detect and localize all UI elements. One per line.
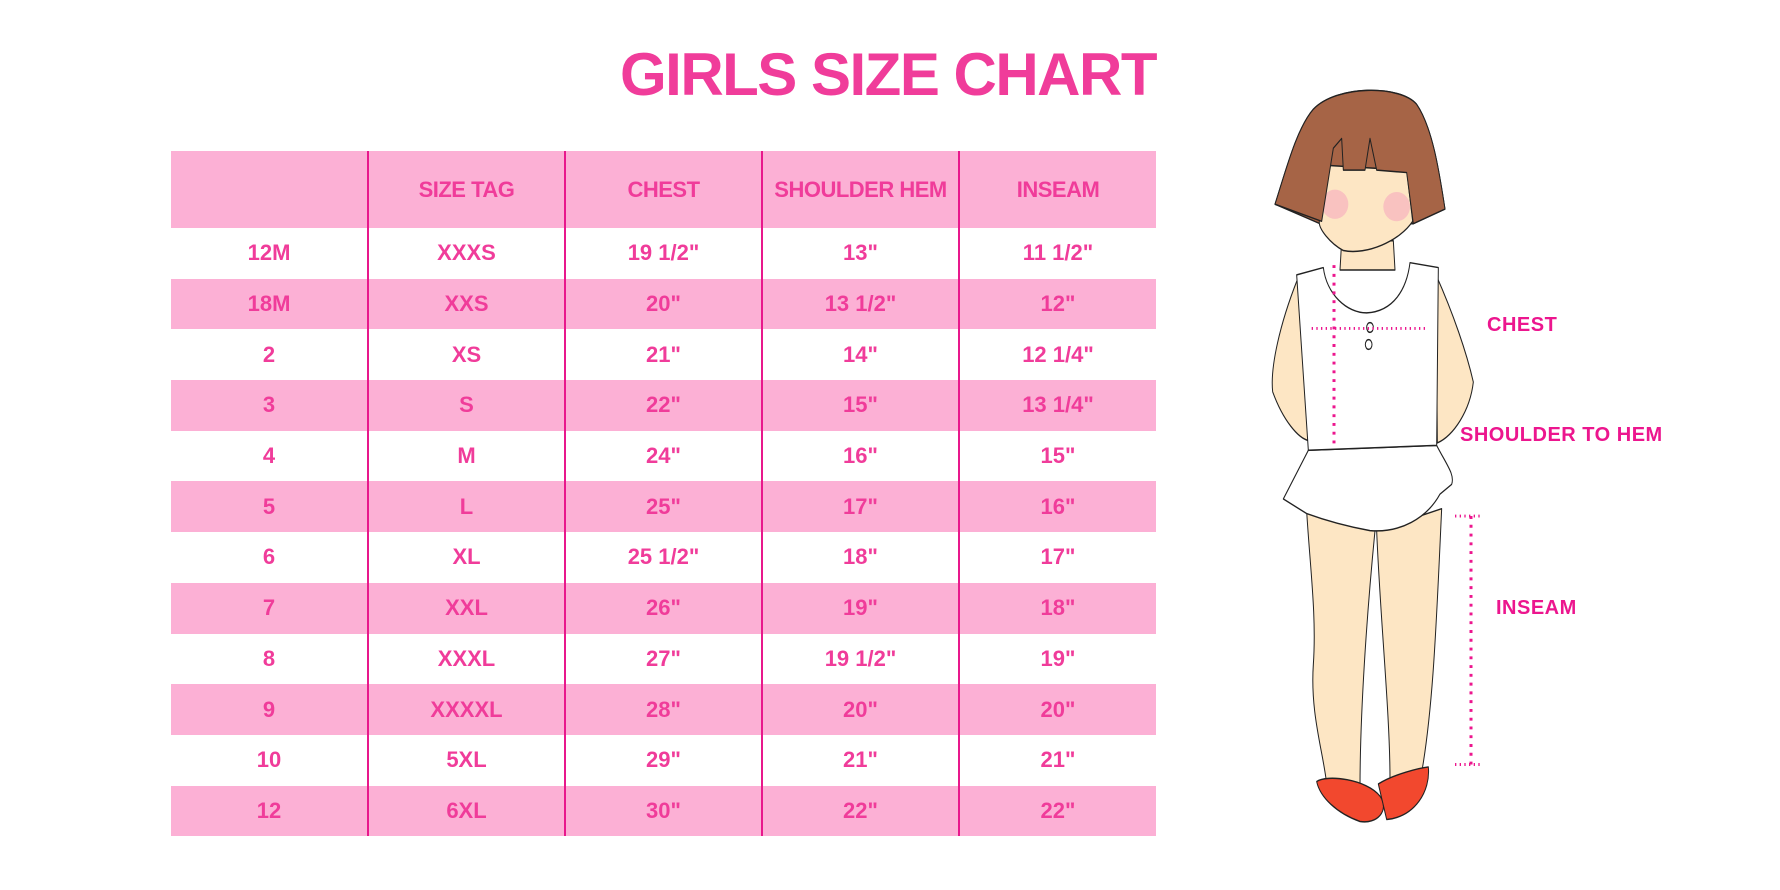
table-cell: 4 — [262, 443, 276, 469]
table-cell: 12M — [247, 240, 291, 266]
table-cell: 18" — [958, 582, 1156, 634]
table-cell: L — [367, 481, 565, 533]
table-cell: 12 1/4" — [958, 329, 1156, 381]
table-cell: 6XL — [367, 785, 565, 837]
shirt-button — [1364, 338, 1373, 351]
table-row: 7 XXL 26" 19" 18" — [171, 582, 1156, 634]
table-cell: 17" — [761, 481, 959, 533]
table-cell: 19" — [958, 633, 1156, 685]
table-header-row: SIZE TAG CHEST SHOULDER HEM INSEAM — [171, 151, 1156, 228]
table-cell: 16" — [958, 481, 1156, 533]
table-row: 18M XXS 20" 13 1/2" 12" — [171, 278, 1156, 330]
table-cell: 12" — [958, 278, 1156, 330]
table-cell: 19 1/2" — [564, 228, 762, 279]
table-cell: 18" — [761, 532, 959, 583]
header-cell: INSEAM — [958, 151, 1156, 228]
table-cell: 29" — [564, 734, 762, 786]
table-cell: 16" — [761, 430, 959, 482]
table-cell: 22" — [564, 380, 762, 431]
table-cell: XS — [367, 329, 565, 381]
table-cell: 11 1/2" — [958, 228, 1156, 279]
table-cell: 14" — [761, 329, 959, 381]
table-cell: M — [367, 430, 565, 482]
table-cell: XXS — [367, 278, 565, 330]
table-row: 8 XXXL 27" 19 1/2" 19" — [171, 633, 1156, 685]
table-row: 12M XXXS 19 1/2" 13" 11 1/2" — [171, 228, 1156, 279]
table-cell: 8 — [262, 645, 276, 671]
hair-bangs — [1274, 89, 1446, 225]
table-cell: 6 — [262, 544, 276, 570]
table-cell: 22" — [761, 785, 959, 837]
girl-figure-illustration — [1271, 89, 1480, 823]
table-cell: 22" — [958, 785, 1156, 837]
table-cell: 9 — [171, 684, 368, 735]
table-row: 6 XL 25 1/2" 18" 17" — [171, 532, 1156, 583]
table-cell: 28" — [564, 684, 762, 735]
table-row: 10 5XL 29" 21" 21" — [171, 734, 1156, 786]
right-leg — [1376, 507, 1443, 783]
table-cell: 25 1/2" — [564, 532, 762, 583]
table-row: 9 XXXXL 28" 20" 20" — [171, 684, 1156, 735]
table-row: 2 XS 21" 14" 12 1/4" — [171, 329, 1156, 381]
header-cell: CHEST — [564, 151, 762, 228]
table-cell: 7 — [171, 582, 368, 634]
table-cell: 26" — [564, 582, 762, 634]
header-cell: SIZE TAG — [367, 151, 565, 228]
skirt — [1282, 444, 1453, 532]
table-cell: 20" — [564, 278, 762, 330]
table-cell: 15" — [761, 380, 959, 431]
table-cell: XXXL — [367, 633, 565, 685]
table-cell: XXXXL — [367, 684, 565, 735]
table-cell: XXXS — [367, 228, 565, 279]
table-cell: 18M — [171, 278, 368, 330]
table-cell: XL — [367, 532, 565, 583]
header-cell: SHOULDER HEM — [761, 151, 959, 228]
face — [1318, 164, 1414, 253]
chest-label: CHEST — [1487, 314, 1558, 336]
table-cell: 21" — [958, 734, 1156, 786]
table-cell: 21" — [761, 734, 959, 786]
table-cell: 5XL — [367, 734, 565, 786]
shirt — [1296, 261, 1439, 451]
left-cheek — [1321, 189, 1349, 219]
header-cell — [171, 151, 368, 228]
left-leg — [1306, 510, 1376, 790]
right-arm — [1435, 274, 1474, 444]
shoulder-to-hem-label: SHOULDER TO HEM — [1460, 424, 1663, 446]
right-shoe — [1377, 766, 1429, 821]
table-row: 3 S 22" 15" 13 1/4" — [171, 380, 1156, 431]
table-cell: 13 1/4" — [958, 380, 1156, 431]
left-shoe — [1316, 777, 1384, 823]
table-row: 12 6XL 30" 22" 22" — [171, 785, 1156, 837]
table-cell: 25" — [564, 481, 762, 533]
table-cell: 30" — [564, 785, 762, 837]
table-cell: XXL — [367, 582, 565, 634]
right-cheek — [1383, 192, 1410, 222]
table-cell: 2 — [262, 341, 276, 367]
table-row: 4 M 24" 16" 15" — [171, 430, 1156, 482]
inseam-label: INSEAM — [1496, 597, 1577, 619]
table-cell: 21" — [564, 329, 762, 381]
table-cell: 3 — [171, 380, 368, 431]
table-row: 5 L 25" 17" 16" — [171, 481, 1156, 533]
page-title: GIRLS SIZE CHART — [619, 41, 1158, 108]
table-cell: S — [367, 380, 565, 431]
table-cell: 19" — [761, 582, 959, 634]
table-cell: 10 — [256, 747, 282, 773]
table-cell: 20" — [761, 684, 959, 735]
table-cell: 20" — [958, 684, 1156, 735]
table-cell: 15" — [958, 430, 1156, 482]
table-cell: 13 1/2" — [761, 278, 959, 330]
table-cell: 13" — [761, 228, 959, 279]
table-cell: 19 1/2" — [761, 633, 959, 685]
table-cell: 12 — [171, 785, 368, 837]
size-chart-table: SIZE TAG CHEST SHOULDER HEM INSEAM 12M XX… — [171, 151, 1156, 837]
table-cell: 27" — [564, 633, 762, 685]
table-cell: 17" — [958, 532, 1156, 583]
table-cell: 24" — [564, 430, 762, 482]
table-cell: 5 — [171, 481, 368, 533]
